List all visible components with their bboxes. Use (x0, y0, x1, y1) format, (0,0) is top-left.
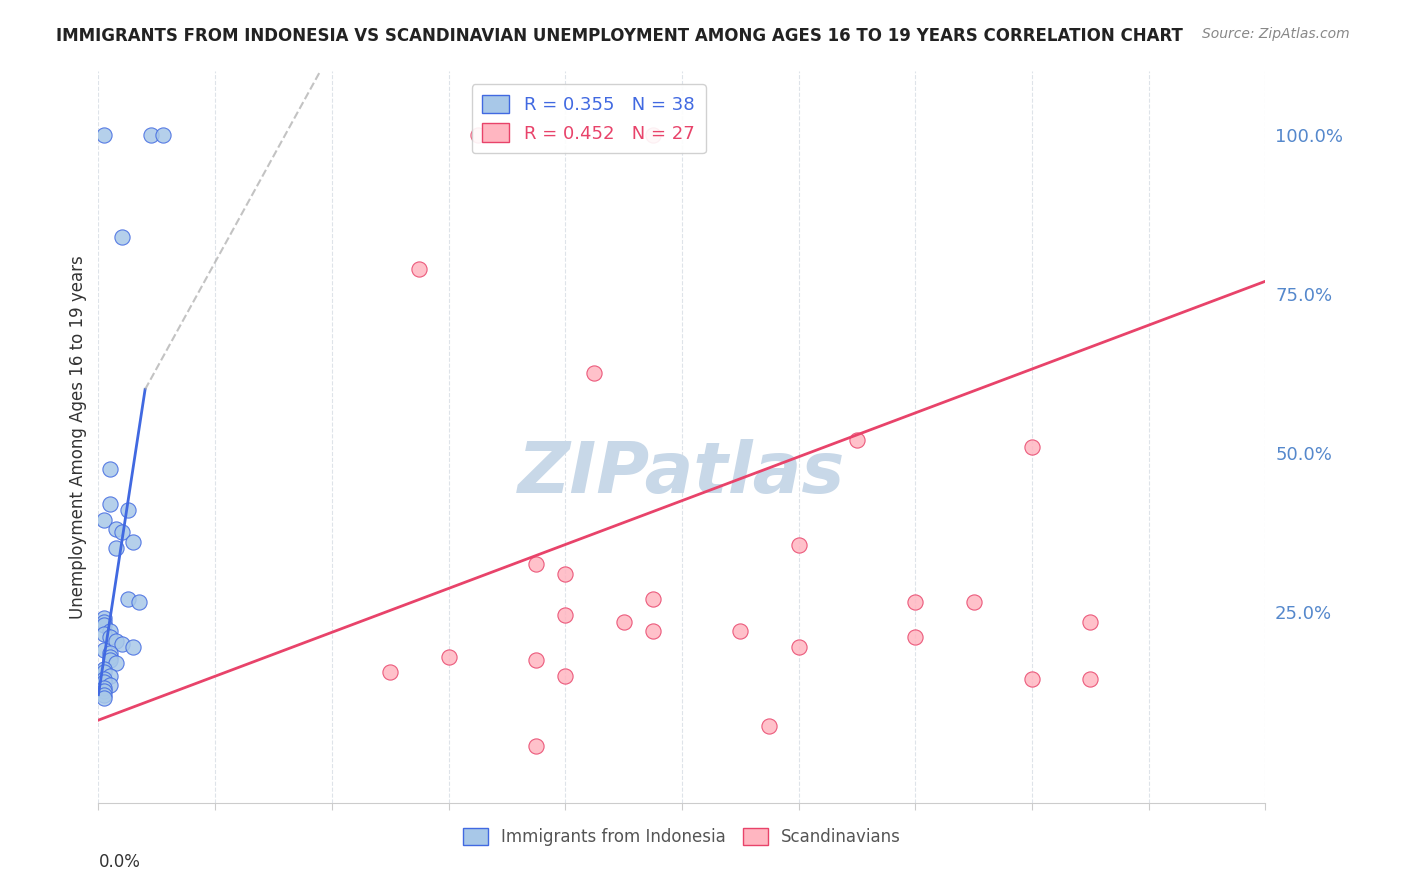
Point (93, 688, 115, 702)
Point (152, 128, 174, 142)
Point (98, 646, 121, 660)
Point (554, 608, 576, 623)
Point (554, 566, 576, 581)
Point (98, 668, 121, 682)
Point (93, 690, 115, 705)
Point (93, 672, 115, 686)
Point (437, 649, 460, 664)
Point (554, 668, 576, 682)
Point (730, 624, 752, 638)
Point (583, 367, 606, 381)
Point (93, 684, 115, 698)
Point (93, 617, 115, 632)
Text: ZIPatlas: ZIPatlas (519, 439, 845, 508)
Point (98, 649, 121, 664)
Point (98, 462, 121, 476)
Point (93, 662, 115, 676)
Point (93, 513, 115, 527)
Y-axis label: Unemployment Among Ages 16 to 19 years: Unemployment Among Ages 16 to 19 years (69, 255, 87, 619)
Point (128, 595, 150, 609)
Point (524, 653, 547, 667)
Point (111, 229, 134, 244)
Point (641, 592, 664, 607)
Point (117, 592, 139, 607)
Point (111, 525, 134, 540)
Point (1080, 615, 1102, 629)
Point (93, 611, 115, 625)
Point (612, 615, 634, 629)
Point (846, 434, 869, 448)
Point (98, 631, 121, 645)
Point (524, 558, 547, 572)
Legend: Immigrants from Indonesia, Scandinavians: Immigrants from Indonesia, Scandinavians (457, 822, 907, 853)
Point (104, 633, 127, 648)
Point (93, 675, 115, 690)
Point (904, 595, 927, 609)
Point (93, 627, 115, 641)
Point (93, 615, 115, 629)
Point (380, 665, 402, 680)
Point (111, 637, 134, 651)
Point (1021, 672, 1043, 686)
Point (1021, 440, 1043, 454)
Point (139, 128, 162, 142)
Point (122, 535, 145, 549)
Point (93, 665, 115, 680)
Point (93, 681, 115, 696)
Point (962, 595, 984, 609)
Text: Source: ZipAtlas.com: Source: ZipAtlas.com (1202, 27, 1350, 41)
Point (98, 678, 121, 692)
Point (641, 128, 664, 142)
Point (408, 261, 430, 276)
Point (98, 624, 121, 638)
Point (104, 541, 127, 556)
Point (104, 522, 127, 536)
Text: IMMIGRANTS FROM INDONESIA VS SCANDINAVIAN UNEMPLOYMENT AMONG AGES 16 TO 19 YEARS: IMMIGRANTS FROM INDONESIA VS SCANDINAVIA… (56, 27, 1182, 45)
Point (641, 624, 664, 638)
Point (98, 653, 121, 667)
Point (787, 538, 810, 552)
Point (758, 719, 780, 733)
Point (1080, 672, 1102, 686)
Point (904, 631, 927, 645)
Point (93, 128, 115, 142)
Point (787, 640, 810, 654)
Point (104, 656, 127, 670)
Point (93, 643, 115, 657)
Point (117, 503, 139, 517)
Point (122, 640, 145, 654)
Point (467, 128, 489, 142)
Text: 0.0%: 0.0% (98, 853, 141, 871)
Point (524, 739, 547, 753)
Point (98, 497, 121, 511)
